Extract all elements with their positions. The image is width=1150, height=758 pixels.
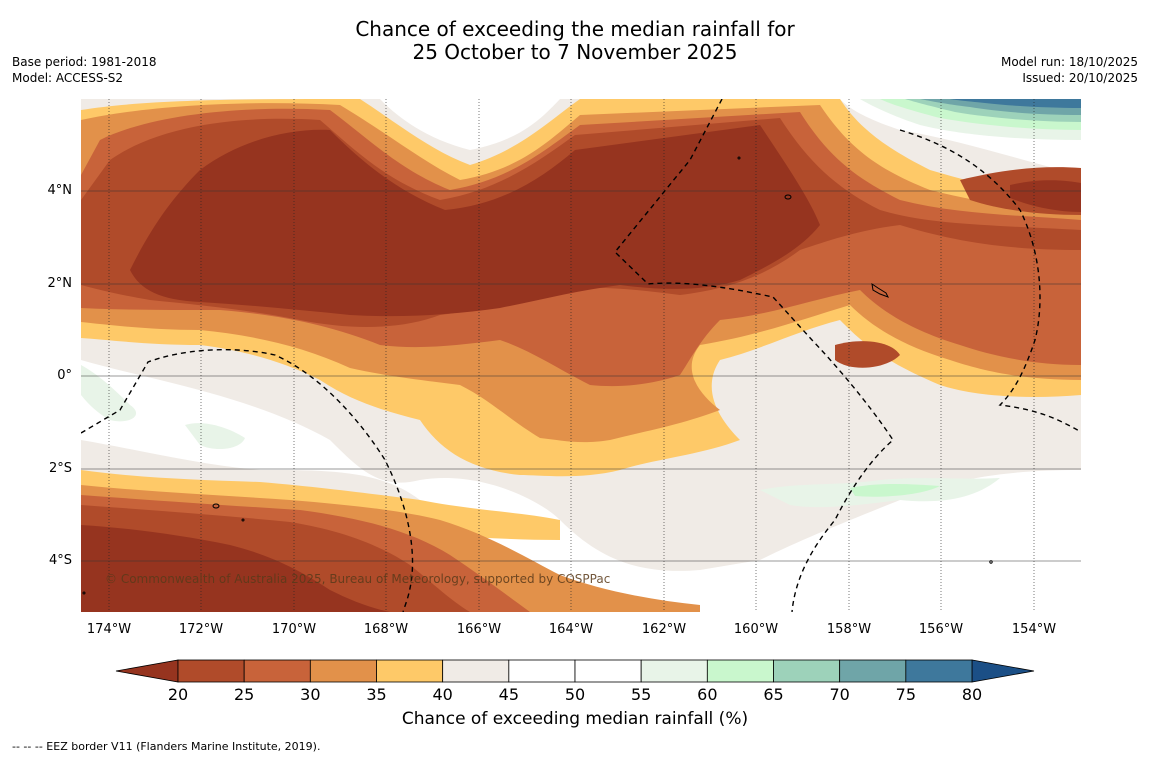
meta-right: Model run: 18/10/2025 Issued: 20/10/2025	[1001, 54, 1138, 86]
colorbar-tick-label: 55	[630, 685, 652, 704]
lat-label: 2°S	[48, 461, 72, 476]
colorbar-segment	[177, 659, 245, 683]
eez-footnote: -- -- -- EEZ border V11 (Flanders Marine…	[12, 740, 321, 753]
meta-left: Base period: 1981-2018 Model: ACCESS-S2	[12, 54, 157, 86]
lon-label: 166°W	[456, 622, 502, 637]
region-white-north	[380, 99, 560, 150]
colorbar-segment	[309, 659, 377, 683]
lon-label: 158°W	[826, 622, 872, 637]
region-darkest	[130, 125, 820, 317]
colorbar-segment	[839, 659, 907, 683]
colorbar-tick-label: 20	[167, 685, 189, 704]
lat-label: 0°	[57, 368, 72, 383]
lon-label: 154°W	[1011, 622, 1057, 637]
colorbar-tick-label: 35	[366, 685, 387, 704]
lon-label: 172°W	[178, 622, 224, 637]
lat-label: 4°S	[48, 553, 72, 568]
issued-date: Issued: 20/10/2025	[1022, 71, 1138, 85]
colorbar-tick-label: 65	[763, 685, 784, 704]
map-title: Chance of exceeding the median rainfall …	[0, 18, 1150, 64]
colorbar-segment	[508, 659, 576, 683]
colorbar-tick-label: 80	[961, 685, 983, 704]
lon-label: 164°W	[548, 622, 594, 637]
colorbar-segment	[773, 659, 841, 683]
colorbar-high-arrow	[971, 659, 1035, 683]
lon-label: 156°W	[918, 622, 964, 637]
colorbar-tick-label: 60	[697, 685, 718, 704]
region-green-patch	[185, 423, 245, 450]
lon-label: 168°W	[363, 622, 409, 637]
model-name: Model: ACCESS-S2	[12, 71, 124, 85]
colorbar-tick-label: 30	[300, 685, 321, 704]
colorbar-low-arrow	[115, 659, 179, 683]
lat-label: 4°N	[47, 183, 73, 198]
region-steel-ne	[950, 99, 1081, 108]
colorbar-tick-label: 25	[233, 685, 255, 704]
lat-label: 2°N	[47, 276, 73, 291]
region-sienna-mid	[835, 341, 900, 368]
colorbar-tick-label: 70	[829, 685, 850, 704]
colorbar-segment	[905, 659, 973, 683]
title-line-1: Chance of exceeding the median rainfall …	[355, 17, 795, 41]
lon-label: 162°W	[641, 622, 687, 637]
lon-label: 160°W	[733, 622, 779, 637]
eez-borders	[81, 99, 1081, 612]
colorbar-segment	[574, 659, 642, 683]
lon-label: 170°W	[271, 622, 317, 637]
colorbar	[115, 659, 1035, 683]
islands	[82, 156, 993, 595]
title-line-2: 25 October to 7 November 2025	[412, 40, 738, 64]
model-run: Model run: 18/10/2025	[1000, 55, 1138, 69]
colorbar-segment	[442, 659, 510, 683]
colorbar-segment	[640, 659, 708, 683]
map-field	[81, 99, 1081, 612]
region-darkest-south	[81, 525, 390, 612]
colorbar-segment	[706, 659, 774, 683]
region-darkest-ne	[1010, 180, 1081, 212]
region-mint-south	[850, 484, 940, 497]
colorbar-tick-label: 45	[498, 685, 519, 704]
base-period: Base period: 1981-2018	[12, 55, 157, 69]
copyright-credit: © Commonwealth of Australia 2025, Bureau…	[105, 572, 611, 586]
colorbar-tick-label: 50	[564, 685, 586, 704]
lon-label: 174°W	[86, 622, 132, 637]
colorbar-segment	[243, 659, 311, 683]
colorbar-tick-label: 75	[895, 685, 916, 704]
colorbar-segment	[376, 659, 444, 683]
latitude-lines	[81, 190, 1081, 562]
colorbar-tick-label: 40	[432, 685, 453, 704]
colorbar-label: Chance of exceeding median rainfall (%)	[401, 709, 749, 729]
region-white-south	[81, 360, 1081, 612]
